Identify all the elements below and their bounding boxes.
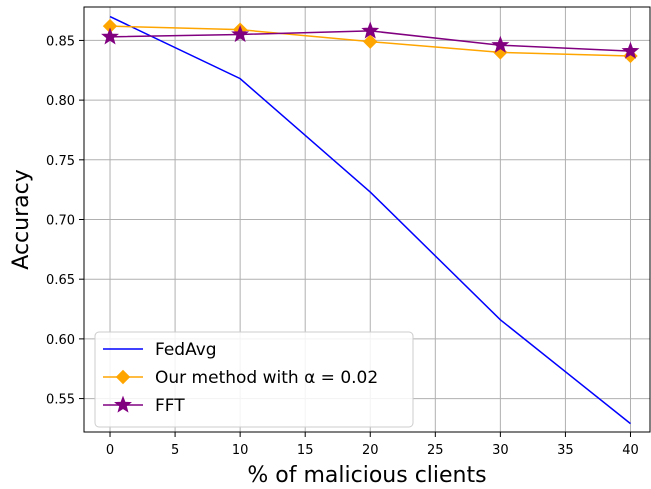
series-line [109,15,631,425]
legend-box [94,331,414,428]
x-tick-label: 15 [297,443,314,458]
data-point [363,34,378,49]
data-point [231,25,250,43]
y-axis-label: Accuracy [9,169,34,269]
y-axis: 0.55 0.60 0.65 0.70 0.75 0.80 0.85 [46,34,84,408]
data-point [361,21,380,39]
series-0 [109,15,631,425]
x-tick-label: 25 [427,443,444,458]
y-tick-label: 0.85 [46,34,75,49]
legend-marker [115,369,131,385]
x-tick-label: 10 [232,443,249,458]
x-tick-label: 35 [557,443,574,458]
legend-label: FedAvg [155,340,217,360]
data-point [621,41,640,59]
x-tick-label: 20 [362,443,379,458]
x-tick-label: 30 [492,443,509,458]
legend: FedAvg Our method with α = 0.02 FFT [94,331,414,428]
y-tick-label: 0.80 [46,94,75,109]
x-tick-label: 40 [622,443,639,458]
series-layer [101,15,640,425]
legend-label: FFT [155,396,185,416]
legend-marker [114,395,132,413]
legend-label: Our method with α = 0.02 [155,368,378,388]
y-tick-label: 0.75 [46,154,75,169]
y-tick-label: 0.60 [46,333,75,348]
y-tick-label: 0.55 [46,393,75,408]
y-tick-label: 0.70 [46,214,75,229]
x-tick-label: 0 [106,443,114,458]
x-axis: 0 5 10 15 20 25 30 35 40 [106,432,639,458]
x-tick-label: 5 [171,443,179,458]
data-point [101,27,119,45]
data-point [491,35,510,53]
y-tick-label: 0.65 [46,273,75,288]
series-2 [101,21,640,59]
x-axis-label: % of malicious clients [247,463,486,488]
